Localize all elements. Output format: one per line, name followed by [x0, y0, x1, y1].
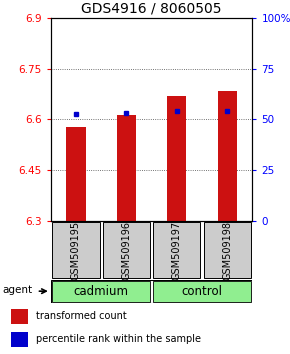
Text: GSM509197: GSM509197: [172, 221, 182, 280]
Text: GSM509195: GSM509195: [71, 221, 81, 280]
Text: control: control: [182, 285, 222, 298]
Bar: [11, 309, 28, 324]
Bar: [52, 281, 150, 302]
Bar: [153, 281, 251, 302]
Bar: [204, 222, 251, 279]
Text: GSM509198: GSM509198: [222, 221, 232, 280]
Text: percentile rank within the sample: percentile rank within the sample: [37, 335, 202, 344]
Text: transformed count: transformed count: [37, 312, 127, 321]
Bar: [117, 115, 136, 221]
Text: agent: agent: [3, 285, 33, 295]
Text: cadmium: cadmium: [74, 285, 129, 298]
Bar: [103, 222, 150, 279]
Bar: [52, 222, 99, 279]
Text: GSM509196: GSM509196: [121, 221, 131, 280]
Title: GDS4916 / 8060505: GDS4916 / 8060505: [81, 1, 222, 15]
Bar: [218, 91, 237, 221]
Bar: [167, 96, 186, 221]
Bar: [66, 127, 86, 221]
Bar: [11, 332, 28, 347]
Bar: [153, 222, 200, 279]
